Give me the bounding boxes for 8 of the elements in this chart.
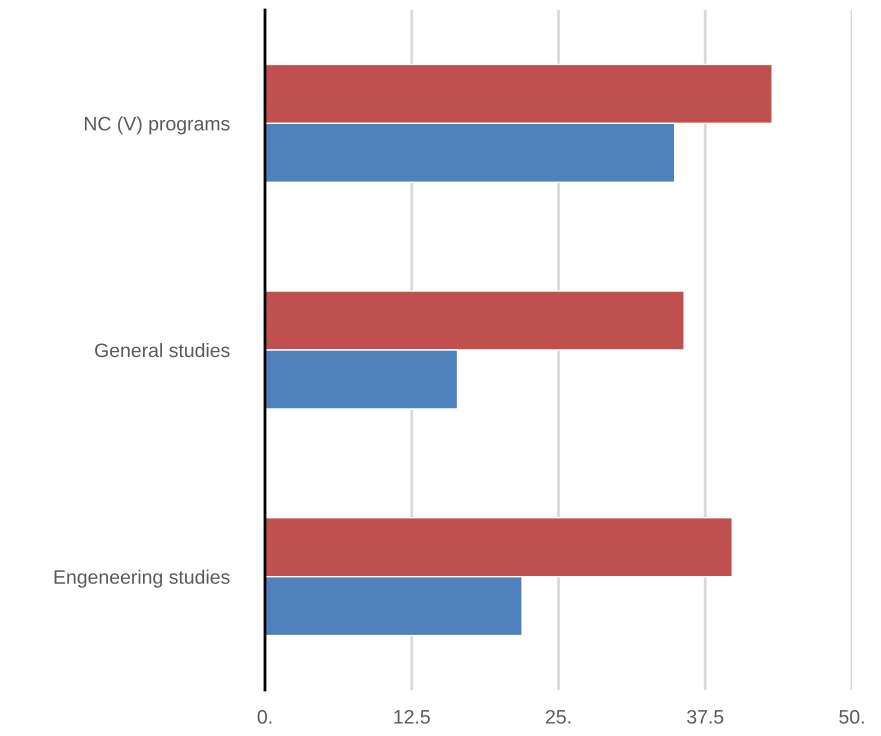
y-tick-label: General studies [95,342,230,358]
x-tick-label: 50. [839,710,864,724]
y-tick-label: NC (V) programs [84,116,230,134]
x-tick-label: 0. [258,710,272,724]
x-tick-label: 25. [546,710,570,724]
x-tick-label: 12.5 [394,710,430,724]
y-tick-label: Engeneering studies [54,570,230,588]
x-tick-label: 37.5 [687,710,724,724]
